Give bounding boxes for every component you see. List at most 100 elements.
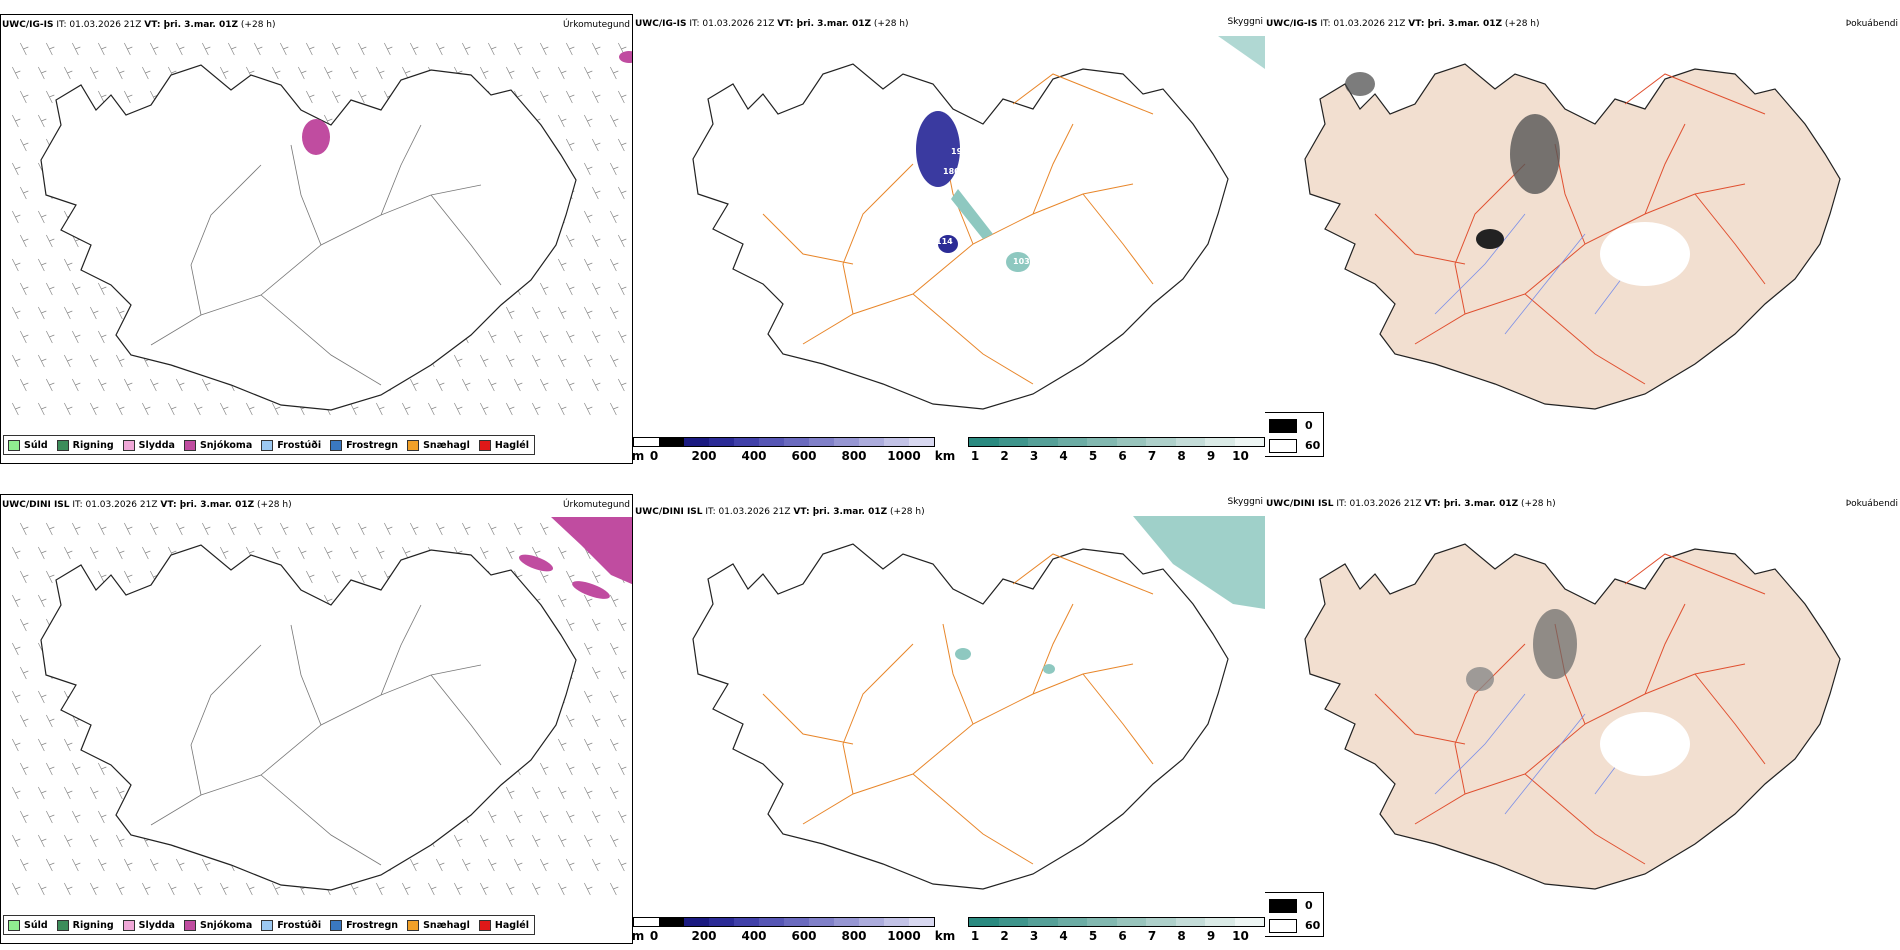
wind-barb <box>558 882 567 896</box>
wind-barb <box>20 42 29 56</box>
wind-barb <box>584 594 593 608</box>
wind-barb <box>332 90 341 104</box>
wind-barb <box>12 738 21 752</box>
colorbar-step <box>969 918 999 926</box>
wind-barb <box>150 42 159 56</box>
wind-barb <box>12 210 21 224</box>
legend-label: Snæhagl <box>423 439 470 451</box>
wind-barb <box>38 402 47 416</box>
height-colorbar <box>633 437 935 447</box>
legend-item: Slydda <box>122 439 175 451</box>
glacier-white <box>1600 222 1690 286</box>
panel-type-label: Skyggni <box>1227 17 1263 27</box>
wind-barb <box>514 42 523 56</box>
wind-barb <box>558 546 567 560</box>
wind-barb <box>202 378 211 392</box>
legend-label: Frostúði <box>277 439 322 451</box>
wind-barb <box>376 546 385 560</box>
wind-barb <box>618 762 627 776</box>
wind-barb <box>558 306 567 320</box>
colorbar-step <box>734 438 759 446</box>
wind-barb <box>410 42 419 56</box>
colorbar-tick: 10 <box>1232 929 1249 943</box>
wind-barb <box>592 330 601 344</box>
low-visibility-area <box>916 111 960 187</box>
wind-barb <box>38 882 47 896</box>
wind-barb <box>176 858 185 872</box>
wind-barb <box>558 834 567 848</box>
wind-barb <box>20 522 29 536</box>
iceland-outline <box>1304 543 1841 890</box>
colorbar-step <box>1146 438 1176 446</box>
height-colorbar <box>633 917 935 927</box>
legend-swatch <box>261 919 274 931</box>
wind-barb <box>480 66 489 80</box>
visibility-streak <box>951 189 993 239</box>
visibility-map-bottom: Skyggni UWC/DINI ISL IT: 01.03.2026 21Z … <box>633 494 1265 944</box>
wind-barb <box>376 402 385 416</box>
fog-map-top: UWC/IG-IS IT: 01.03.2026 21Z VT: þri. 3.… <box>1265 14 1900 464</box>
colorbar-tick: 200 <box>691 929 717 943</box>
wind-barb <box>12 786 21 800</box>
wind-barb <box>220 546 229 560</box>
wind-barb <box>142 66 151 80</box>
colorbar-step <box>834 918 859 926</box>
wind-barb <box>506 306 515 320</box>
wind-barb <box>584 306 593 320</box>
colorbar-unit: m <box>633 929 645 943</box>
roads-orange <box>762 553 1154 865</box>
wind-barb <box>410 858 419 872</box>
wind-barb <box>566 570 575 584</box>
wind-barb <box>566 810 575 824</box>
wind-barb <box>20 378 29 392</box>
wind-barb <box>428 402 437 416</box>
wind-barb <box>20 762 29 776</box>
visibility-value-label: 114 <box>936 237 953 246</box>
colorbar-step <box>1028 918 1058 926</box>
panel-title: UWC/IG-IS IT: 01.03.2026 21Z VT: þri. 3.… <box>2 20 276 30</box>
colorbar-step <box>684 438 709 446</box>
wind-barb <box>46 714 55 728</box>
wind-barb <box>46 762 55 776</box>
wind-barb <box>298 546 307 560</box>
colorbar-step <box>1087 438 1117 446</box>
wind-barb <box>12 354 21 368</box>
roads-red <box>1374 73 1766 385</box>
wind-barb <box>610 258 619 272</box>
wind-barb <box>540 762 549 776</box>
colorbar-step <box>634 438 659 446</box>
fog-dark-spot <box>1476 229 1504 249</box>
colorbar-step <box>998 438 1028 446</box>
wind-barb <box>540 858 549 872</box>
wind-barb <box>532 66 541 80</box>
colorbar-unit: km <box>934 929 956 943</box>
legend-label: Snæhagl <box>423 919 470 931</box>
legend-label: Haglél <box>494 439 529 451</box>
visibility-colorbar <box>968 917 1265 927</box>
wind-barb <box>584 258 593 272</box>
wind-barb <box>124 570 133 584</box>
wind-barb <box>462 378 471 392</box>
wind-barb <box>592 234 601 248</box>
wind-barb <box>168 402 177 416</box>
legend-item: Haglél <box>478 439 529 451</box>
wind-barb <box>376 882 385 896</box>
wind-barb <box>532 402 541 416</box>
wind-barb <box>142 546 151 560</box>
vis-spot <box>955 648 971 660</box>
low-visibility-spot <box>938 235 958 253</box>
wind-barb <box>220 402 229 416</box>
wind-barb <box>350 546 359 560</box>
colorbar-tick: 1 <box>970 449 980 463</box>
wind-barb <box>584 690 593 704</box>
legend-label: Frostregn <box>346 439 399 451</box>
wind-barb <box>436 42 445 56</box>
wind-barb <box>592 378 601 392</box>
wind-barb <box>72 762 81 776</box>
colorbar-tick: 5 <box>1088 929 1098 943</box>
wind-barb <box>350 882 359 896</box>
legend-item: Frostregn <box>330 439 399 451</box>
wind-barb <box>38 594 47 608</box>
wind-barb <box>150 522 159 536</box>
wind-barb <box>462 42 471 56</box>
